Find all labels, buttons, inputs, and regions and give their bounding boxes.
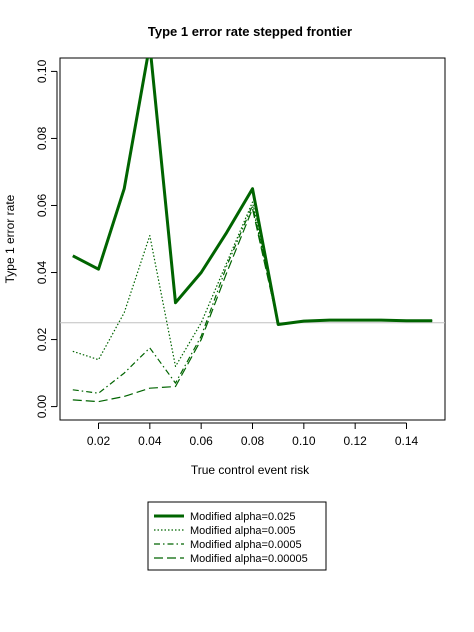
x-tick-label: 0.04 [138, 434, 162, 448]
series-line-1 [72, 58, 433, 326]
x-tick-label: 0.10 [292, 434, 316, 448]
y-tick-label: 0.02 [35, 328, 49, 352]
y-axis-label: Type 1 error rate [3, 194, 17, 283]
x-tick-label: 0.06 [189, 434, 213, 448]
chart-title: Type 1 error rate stepped frontier [148, 24, 352, 39]
plot-frame [59, 57, 446, 421]
x-tick-label: 0.12 [343, 434, 367, 448]
legend-label-2: Modified alpha=0.005 [190, 525, 296, 537]
y-tick-label: 0.06 [35, 193, 49, 217]
legend-label-3: Modified alpha=0.0005 [190, 539, 302, 551]
y-tick-label: 0.10 [35, 59, 49, 83]
y-tick-label: 0.00 [35, 395, 49, 419]
x-tick-label: 0.02 [87, 434, 111, 448]
x-tick-label: 0.08 [241, 434, 265, 448]
series-line-3 [72, 204, 433, 394]
y-tick-label: 0.08 [35, 126, 49, 150]
legend-box [147, 501, 327, 571]
x-axis: 0.02 0.04 0.06 0.08 0.10 0.12 0.14 [87, 422, 419, 448]
y-axis: 0.00 0.02 0.04 0.06 0.08 0.10 [35, 59, 58, 419]
legend-label-1: Modified alpha=0.025 [190, 511, 296, 523]
x-axis-label: True control event risk [191, 463, 310, 477]
legend: Modified alpha=0.025 Modified alpha=0.005… [147, 501, 327, 571]
series-line-2 [72, 201, 433, 367]
x-tick-label: 0.14 [395, 434, 419, 448]
series-layer [72, 58, 433, 403]
legend-label-4: Modified alpha=0.00005 [190, 553, 308, 565]
y-tick-label: 0.04 [35, 261, 49, 285]
